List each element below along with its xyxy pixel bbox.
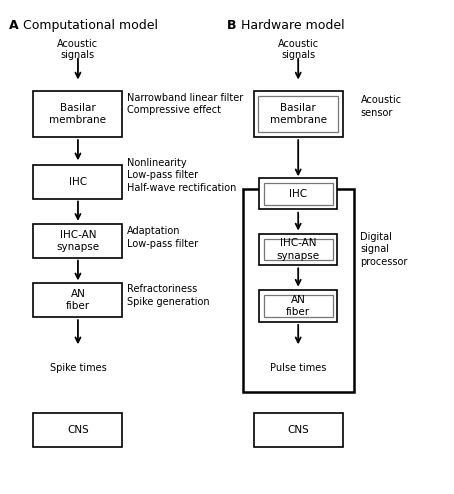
Text: Nonlinearity
Low-pass filter
Half-wave rectification: Nonlinearity Low-pass filter Half-wave r… xyxy=(127,158,236,193)
Text: IHC-AN
synapse: IHC-AN synapse xyxy=(56,230,99,252)
Text: Spike times: Spike times xyxy=(49,363,106,373)
Text: Adaptation
Low-pass filter: Adaptation Low-pass filter xyxy=(127,226,198,248)
Bar xyxy=(242,189,354,392)
Text: CNS: CNS xyxy=(67,425,89,435)
Text: AN
fiber: AN fiber xyxy=(66,289,90,311)
Text: Pulse times: Pulse times xyxy=(270,363,326,373)
Bar xyxy=(34,413,123,447)
Bar xyxy=(259,290,337,322)
Text: IHC: IHC xyxy=(289,189,307,199)
Text: IHC: IHC xyxy=(69,177,87,187)
Bar xyxy=(254,413,343,447)
Text: IHC-AN
synapse: IHC-AN synapse xyxy=(276,238,320,261)
Bar xyxy=(258,96,338,132)
Text: Basilar
membrane: Basilar membrane xyxy=(270,103,327,125)
Bar xyxy=(34,91,123,137)
Text: AN
fiber: AN fiber xyxy=(286,295,310,317)
Text: Acoustic
sensor: Acoustic sensor xyxy=(360,95,402,118)
Text: Narrowband linear filter
Compressive effect: Narrowband linear filter Compressive eff… xyxy=(127,93,243,116)
Text: A: A xyxy=(9,19,19,33)
Bar xyxy=(264,295,333,317)
Text: B: B xyxy=(227,19,237,33)
Text: Digital
signal
processor: Digital signal processor xyxy=(360,232,408,267)
Bar xyxy=(34,165,123,199)
Text: Hardware model: Hardware model xyxy=(241,19,345,33)
Bar xyxy=(34,284,123,317)
Text: Refractoriness
Spike generation: Refractoriness Spike generation xyxy=(127,284,209,307)
Bar xyxy=(264,239,333,260)
Bar xyxy=(264,183,333,205)
Text: Computational model: Computational model xyxy=(23,19,158,33)
Text: Basilar
membrane: Basilar membrane xyxy=(49,103,106,125)
Bar xyxy=(259,234,337,265)
Text: Acoustic
signals: Acoustic signals xyxy=(57,39,99,60)
Bar xyxy=(34,224,123,258)
Text: Acoustic
signals: Acoustic signals xyxy=(278,39,319,60)
Bar xyxy=(254,91,343,137)
Bar xyxy=(259,178,337,209)
Text: CNS: CNS xyxy=(287,425,309,435)
